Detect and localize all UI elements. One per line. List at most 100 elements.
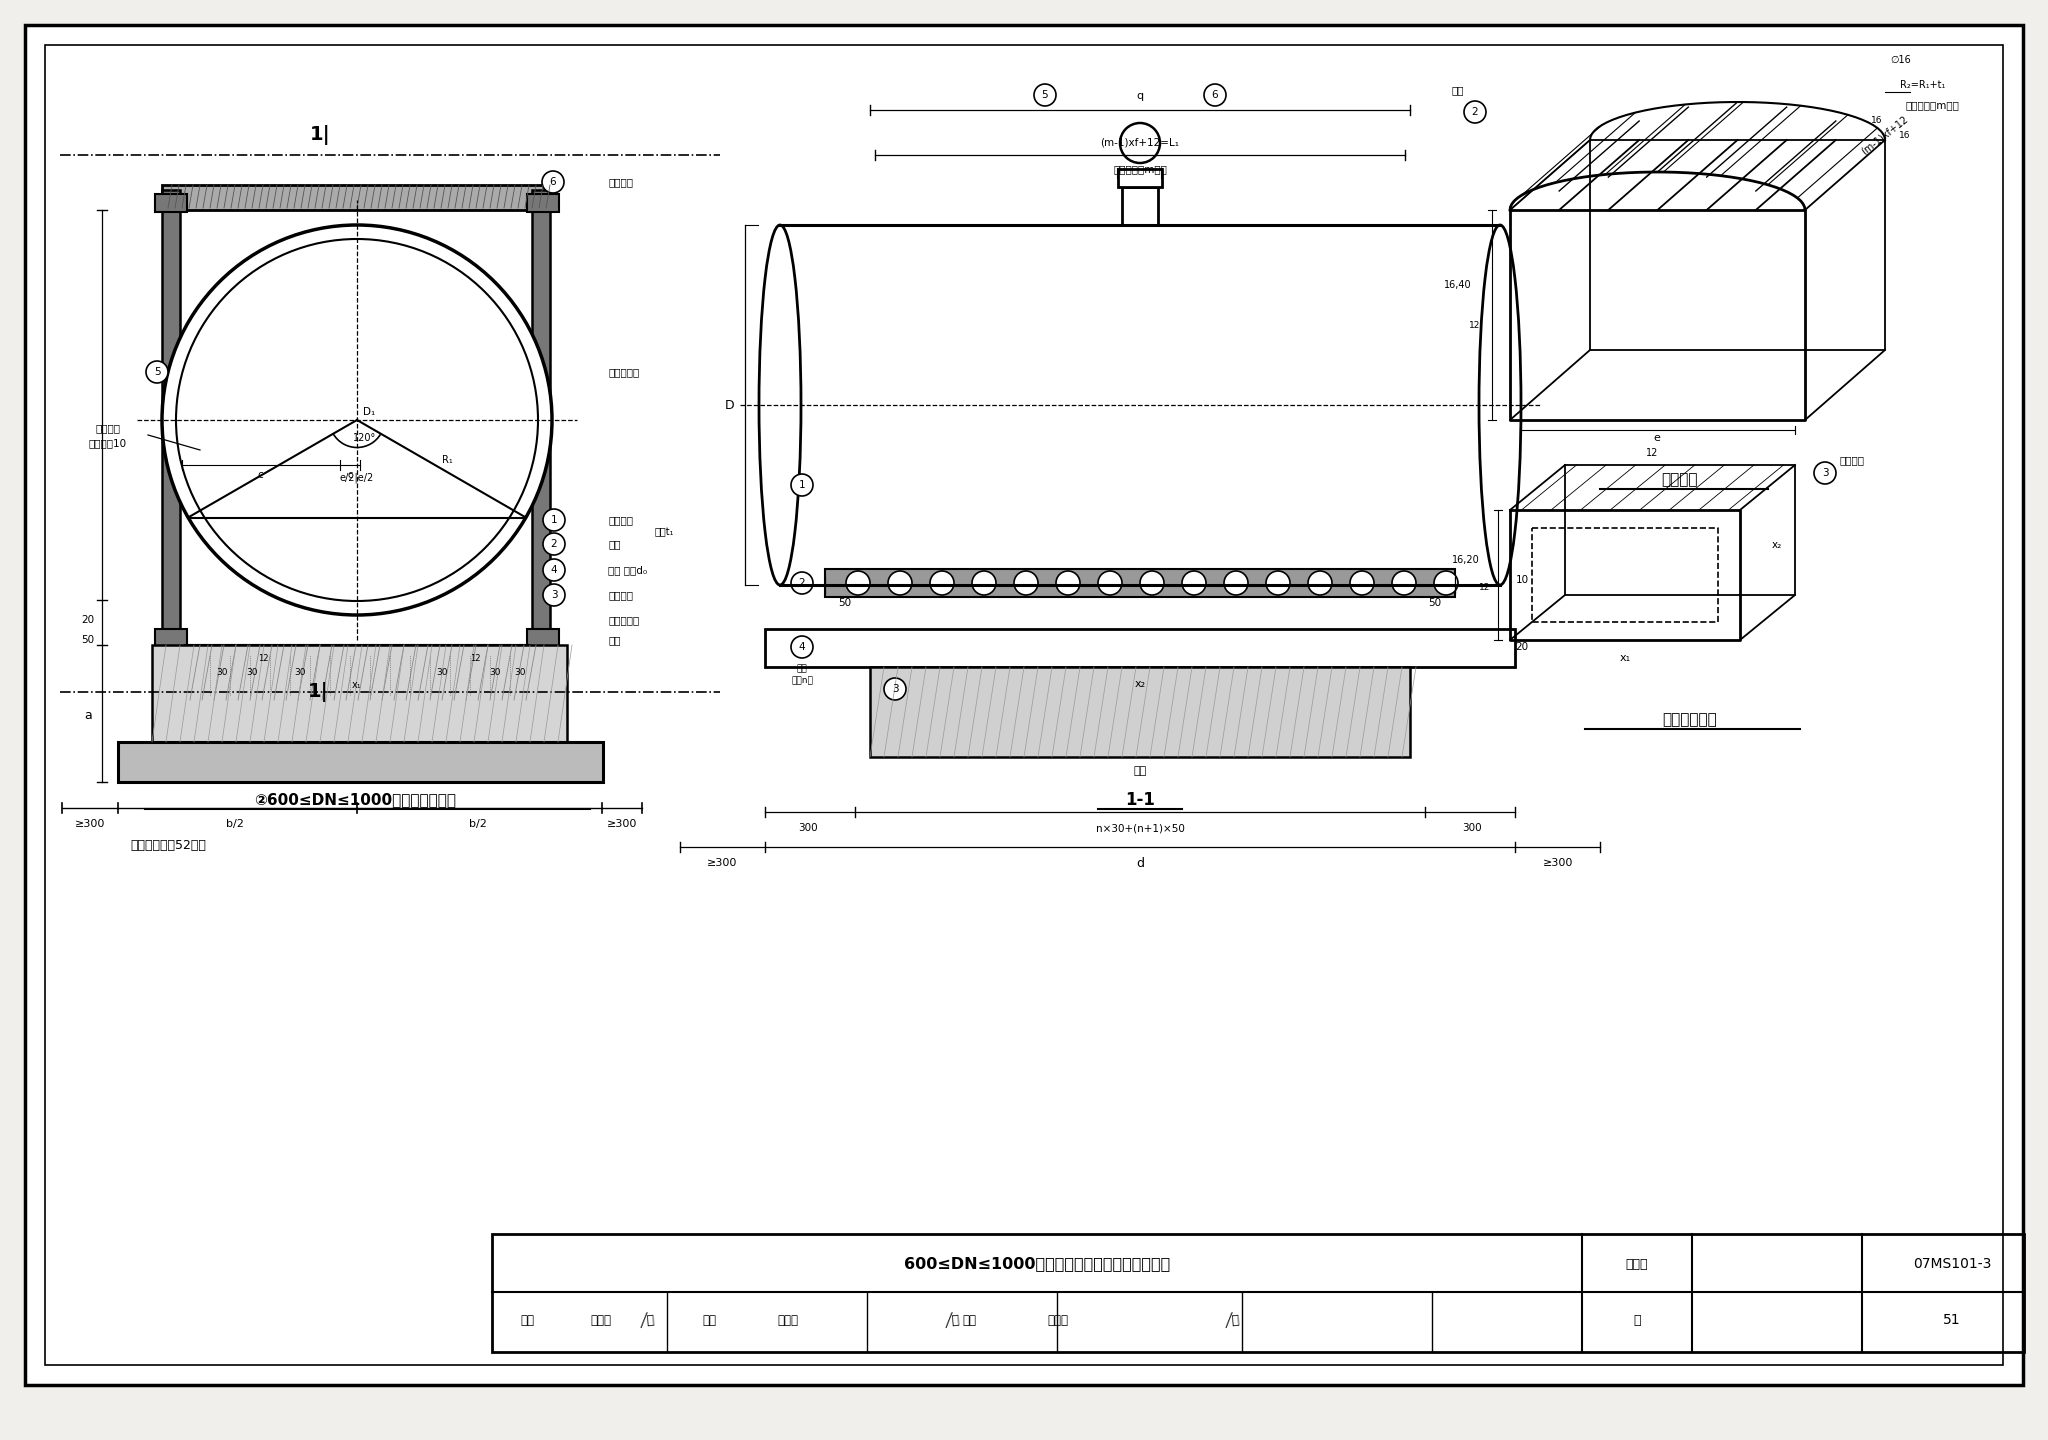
Bar (766, 629, 1516, 667)
Text: 2: 2 (799, 577, 805, 588)
Bar (1122, 187, 1157, 225)
Text: 5: 5 (154, 367, 160, 377)
Text: c: c (258, 469, 262, 480)
Text: D: D (725, 399, 735, 412)
Text: 注：说明见第52页。: 注：说明见第52页。 (129, 838, 207, 851)
Bar (492, 1234, 2023, 1352)
Text: 16: 16 (1872, 115, 1882, 124)
Text: 51: 51 (1944, 1313, 1960, 1328)
Text: x₂: x₂ (1135, 680, 1145, 688)
Circle shape (1098, 572, 1122, 595)
Text: 连接角钢: 连接角钢 (608, 177, 633, 187)
Text: ≥300: ≥300 (76, 819, 104, 829)
Text: n×30+(n+1)×50: n×30+(n+1)×50 (1096, 824, 1184, 832)
Text: ╱⟋: ╱⟋ (1225, 1312, 1241, 1328)
Text: (m-1)xf+12: (m-1)xf+12 (1860, 114, 1911, 157)
Bar (526, 194, 559, 212)
Circle shape (889, 572, 911, 595)
Circle shape (145, 361, 168, 383)
Text: 30: 30 (246, 668, 258, 677)
Text: 肋板（数量m个）: 肋板（数量m个） (1112, 164, 1167, 174)
Circle shape (885, 678, 905, 700)
Text: 4: 4 (551, 564, 557, 575)
Text: 300: 300 (1462, 824, 1483, 832)
Text: 3: 3 (551, 590, 557, 600)
Text: 支墩: 支墩 (1133, 766, 1147, 776)
Circle shape (1815, 462, 1835, 484)
Text: ≥300: ≥300 (606, 819, 637, 829)
Bar (119, 742, 602, 782)
Text: (m-1)xf+12=L₁: (m-1)xf+12=L₁ (1100, 137, 1180, 147)
Text: 30: 30 (514, 668, 526, 677)
Circle shape (543, 171, 563, 193)
Text: 30: 30 (436, 668, 449, 677)
Text: 孤形托板: 孤形托板 (608, 516, 633, 526)
Text: 支墩: 支墩 (608, 635, 621, 645)
Circle shape (846, 572, 870, 595)
Text: R₁: R₁ (442, 455, 453, 465)
Text: a: a (84, 708, 92, 721)
Text: 30: 30 (295, 668, 305, 677)
Bar (156, 629, 186, 647)
Text: 10: 10 (1516, 575, 1528, 585)
Text: R₂=R₁+t₁: R₂=R₁+t₁ (1901, 81, 1946, 91)
Text: 辊轴: 辊轴 (797, 664, 807, 674)
Text: 1|: 1| (307, 683, 328, 703)
Text: 1: 1 (551, 516, 557, 526)
Text: 1: 1 (799, 480, 805, 490)
Text: d: d (1137, 857, 1145, 870)
Text: e: e (1653, 433, 1661, 444)
Circle shape (543, 585, 565, 606)
Text: 3: 3 (891, 684, 899, 694)
Circle shape (973, 572, 995, 595)
Text: 肋槽: 肋槽 (608, 539, 621, 549)
Text: 辊轴垫槽: 辊轴垫槽 (1839, 455, 1864, 465)
Text: 6: 6 (1212, 91, 1219, 99)
Circle shape (791, 474, 813, 495)
Text: 王水华: 王水华 (776, 1313, 799, 1326)
Circle shape (791, 572, 813, 595)
Ellipse shape (1479, 225, 1522, 585)
Text: 2: 2 (551, 539, 557, 549)
Text: 120°: 120° (354, 433, 377, 444)
Text: 尹克明: 尹克明 (1047, 1313, 1067, 1326)
Text: 6: 6 (549, 177, 557, 187)
Text: 12: 12 (1479, 583, 1491, 592)
Bar (174, 190, 541, 645)
Bar (532, 190, 551, 645)
Text: 2: 2 (1473, 107, 1479, 117)
Bar (156, 194, 186, 212)
Text: 30: 30 (217, 668, 227, 677)
Text: q: q (1137, 91, 1143, 101)
Text: 肋板（数量m个）: 肋板（数量m个） (1905, 99, 1958, 109)
Circle shape (1120, 122, 1159, 163)
Text: 16: 16 (1898, 131, 1911, 140)
Circle shape (1141, 572, 1163, 595)
Circle shape (1464, 101, 1487, 122)
Text: 数量n个: 数量n个 (791, 677, 813, 685)
Text: 校对: 校对 (702, 1313, 717, 1326)
Text: 3: 3 (1821, 468, 1829, 478)
Text: 07MS101-3: 07MS101-3 (1913, 1257, 1991, 1272)
Circle shape (1034, 84, 1057, 107)
Text: 1-1: 1-1 (1124, 791, 1155, 809)
Circle shape (1266, 572, 1290, 595)
Text: 600≤DN≤1000管道可滑移支座构造详图（一）: 600≤DN≤1000管道可滑移支座构造详图（一） (903, 1257, 1169, 1272)
Text: 设计: 设计 (963, 1313, 977, 1326)
Circle shape (1393, 572, 1415, 595)
Circle shape (1434, 572, 1458, 595)
Circle shape (930, 572, 954, 595)
Text: 辊轴垫槽示图: 辊轴垫槽示图 (1663, 713, 1718, 727)
Bar (1118, 168, 1161, 187)
Text: 12: 12 (258, 654, 268, 662)
Text: 50: 50 (1427, 598, 1442, 608)
Text: D₁: D₁ (362, 408, 375, 418)
Text: 图集号: 图集号 (1626, 1257, 1649, 1270)
Text: b/2: b/2 (469, 819, 487, 829)
Text: ≥300: ≥300 (1542, 858, 1573, 868)
Circle shape (1350, 572, 1374, 595)
Text: 12: 12 (469, 654, 479, 662)
Text: 审核: 审核 (520, 1313, 535, 1326)
Text: ╱⟋: ╱⟋ (944, 1312, 961, 1328)
Text: x₁: x₁ (1620, 652, 1630, 662)
